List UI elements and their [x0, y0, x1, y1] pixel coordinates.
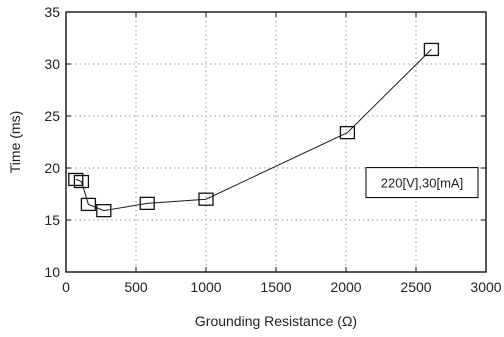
data-point-marker	[80, 197, 97, 212]
x-axis-label: Grounding Resistance (Ω)	[195, 313, 357, 329]
data-point-marker	[73, 174, 90, 189]
y-axis-label: Time (ms)	[7, 111, 23, 173]
data-point-marker	[423, 42, 440, 57]
data-point-marker	[139, 196, 155, 211]
y-tick-label: 35	[44, 4, 60, 20]
x-tick-label: 1000	[190, 279, 221, 295]
y-tick-label: 15	[44, 212, 60, 228]
x-tick-label: 2000	[330, 279, 361, 295]
annotation-label: 220[V],30[mA]	[381, 176, 463, 191]
data-point-marker	[96, 203, 112, 218]
x-tick-label: 500	[124, 279, 148, 295]
x-tick-label: 3000	[470, 279, 501, 295]
y-tick-label: 20	[44, 160, 60, 176]
annotation-box: 220[V],30[mA]	[365, 167, 479, 199]
x-tick-label: 1500	[260, 279, 291, 295]
axis-ticks: 0 500 1000 1500 2000 2500 3000 10 15 20 25 30 35	[44, 4, 501, 295]
x-tick-label: 0	[62, 279, 70, 295]
y-tick-label: 25	[44, 108, 60, 124]
x-tick-label: 2500	[400, 279, 431, 295]
grid-lines	[66, 12, 486, 272]
series-markers	[68, 42, 440, 218]
y-tick-label: 30	[44, 56, 60, 72]
data-point-marker	[68, 172, 84, 187]
y-tick-label: 10	[44, 264, 60, 280]
data-point-marker	[339, 125, 356, 140]
data-point-marker	[198, 192, 214, 206]
annotation-frame	[365, 167, 479, 199]
